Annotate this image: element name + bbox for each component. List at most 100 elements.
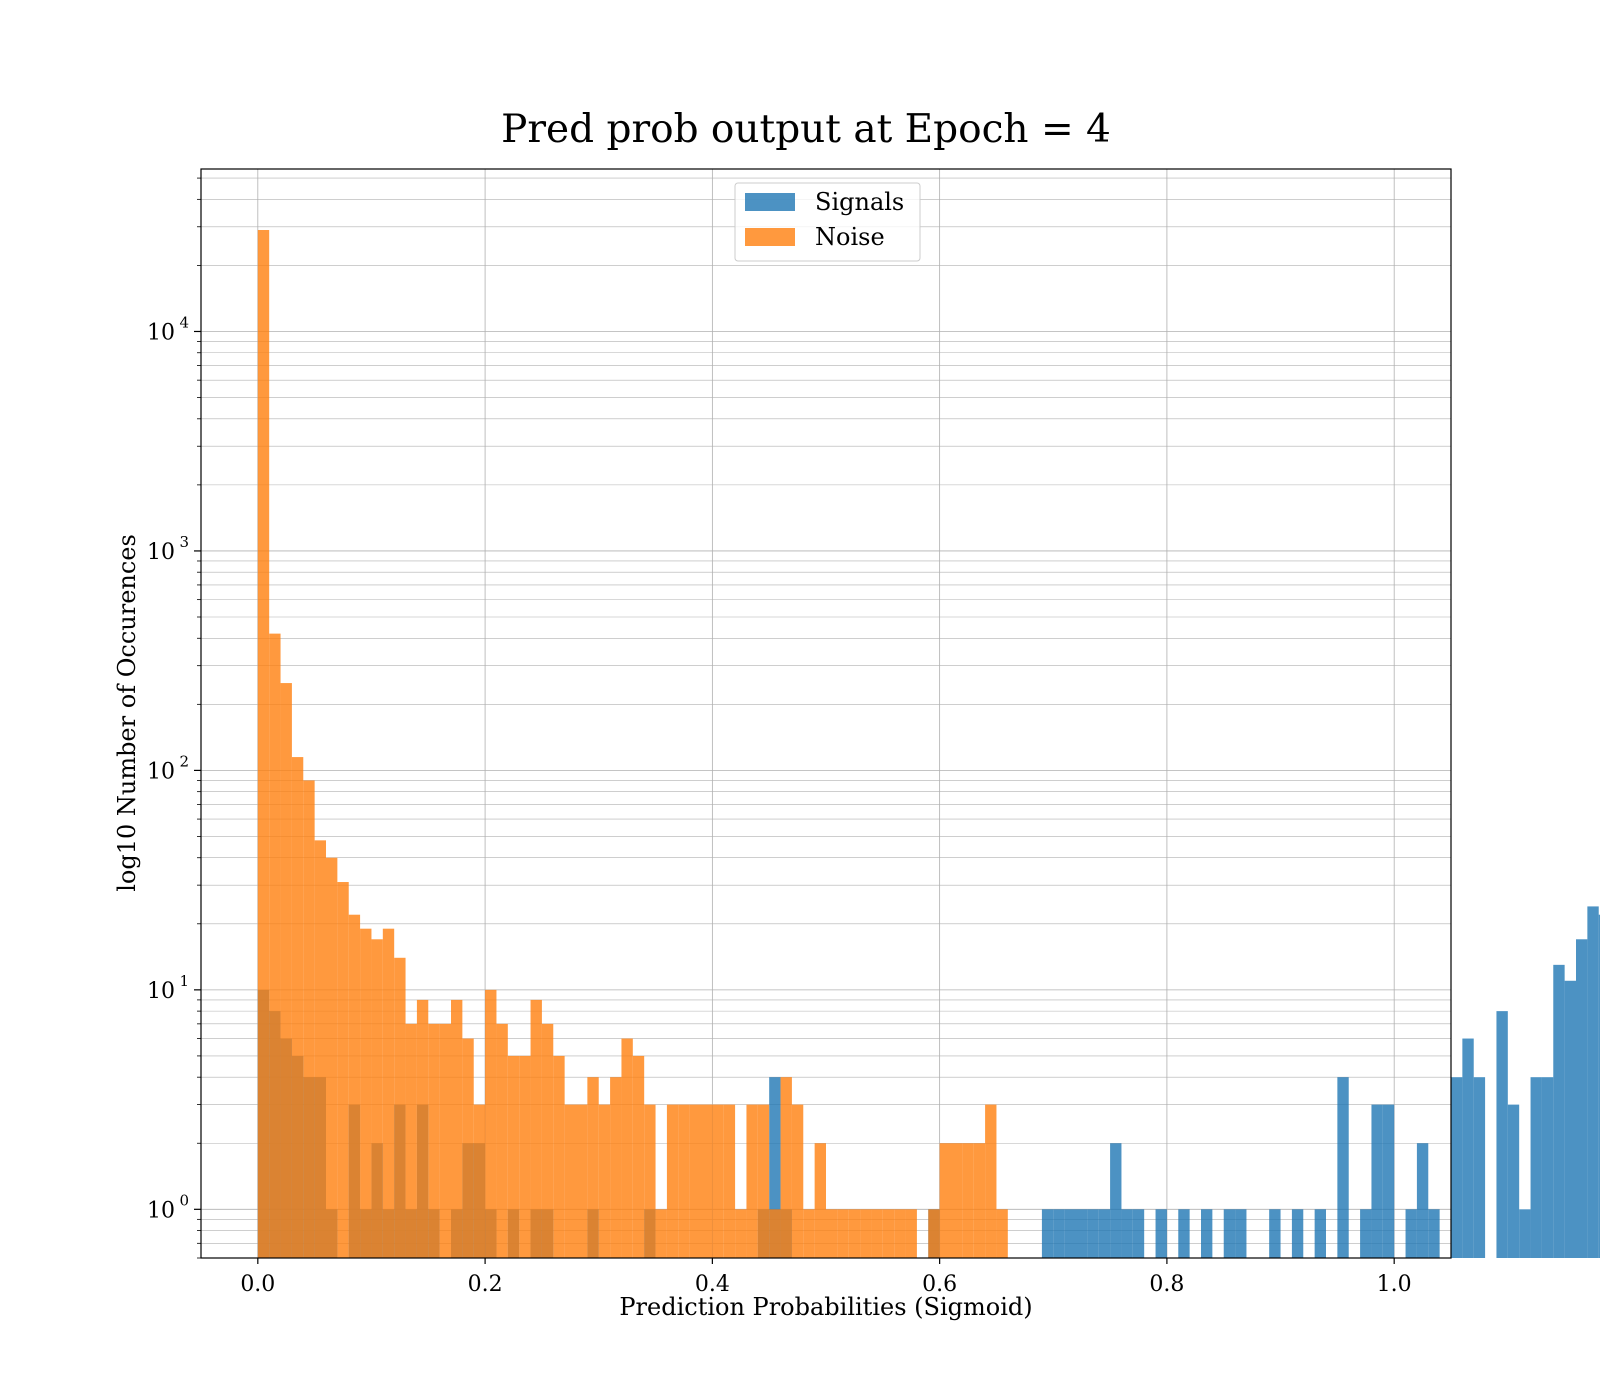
x-tick-label: 0.8	[1149, 1272, 1184, 1297]
bar-signals	[1598, 914, 1600, 1258]
bar-noise	[564, 1104, 576, 1258]
legend: Signals Noise	[734, 182, 921, 262]
bar-noise	[462, 1038, 474, 1258]
bar-noise	[314, 840, 326, 1258]
x-tick-label: 0.0	[240, 1272, 275, 1297]
y-tick-exponent: 1	[179, 972, 189, 990]
x-tick-label: 0.2	[468, 1272, 503, 1297]
bar-signals	[1553, 964, 1565, 1258]
bar-noise	[723, 1104, 736, 1258]
bar-signals	[1473, 1077, 1486, 1258]
bar-noise	[485, 989, 497, 1258]
bar-noise	[519, 1055, 531, 1258]
bar-noise	[973, 1143, 986, 1258]
bar-noise	[803, 1209, 815, 1258]
bar-noise	[655, 1209, 667, 1258]
bar-noise	[439, 1023, 451, 1258]
bar-noise	[962, 1143, 974, 1258]
bar-signals	[1519, 1209, 1531, 1258]
bar-signals	[1371, 1104, 1383, 1258]
bar-noise	[826, 1209, 838, 1258]
bar-noise	[553, 1055, 565, 1258]
bar-noise	[871, 1209, 883, 1258]
legend-label-noise: Noise	[815, 223, 885, 251]
bar-signals	[1405, 1209, 1417, 1258]
bar-noise	[326, 857, 338, 1258]
bar-noise	[428, 1023, 440, 1258]
bar-noise	[701, 1104, 713, 1258]
bar-noise	[291, 757, 304, 1258]
y-tick-exponent: 4	[179, 313, 189, 331]
legend-label-signals: Signals	[815, 188, 904, 216]
bar-noise	[541, 1023, 554, 1258]
bar-noise	[576, 1104, 588, 1258]
y-tick-label: 10	[147, 1198, 175, 1223]
bar-signals	[1564, 980, 1576, 1258]
x-tick-label: 0.6	[922, 1272, 957, 1297]
y-tick-exponent: 2	[179, 752, 189, 770]
bar-noise	[905, 1209, 917, 1258]
bar-noise	[837, 1209, 849, 1258]
plot-frame	[200, 168, 1452, 1259]
y-tick-exponent: 3	[179, 533, 189, 551]
legend-swatch-signals	[745, 193, 795, 211]
bar-signals	[1462, 1038, 1474, 1258]
bar-noise	[371, 939, 383, 1258]
bar-noise	[678, 1104, 690, 1258]
x-axis-ticks: 0.0 0.2 0.4 0.6 0.8 1.0	[240, 1258, 1412, 1297]
bar-noise	[780, 1077, 792, 1258]
bar-noise	[394, 957, 406, 1258]
bar-noise	[848, 1209, 861, 1258]
bar-noise	[269, 633, 281, 1258]
bar-signals	[1121, 1209, 1133, 1258]
bar-signals	[769, 1077, 781, 1258]
x-tick-label: 0.4	[695, 1272, 730, 1297]
bar-signals	[1337, 1077, 1349, 1258]
bar-noise	[405, 1023, 417, 1258]
bar-noise	[757, 1104, 770, 1258]
legend-swatch-noise	[745, 228, 795, 246]
bar-signals	[1530, 1077, 1542, 1258]
bar-noise	[951, 1143, 963, 1258]
bar-noise	[712, 1104, 724, 1258]
bar-noise	[496, 1023, 508, 1258]
bar-noise	[996, 1209, 1008, 1258]
bar-signals	[1576, 939, 1588, 1258]
bar-signals	[1541, 1077, 1554, 1258]
bar-noise	[530, 999, 542, 1258]
bar-signals	[1428, 1209, 1440, 1258]
bar-noise	[985, 1104, 997, 1258]
bar-noise	[451, 999, 463, 1258]
bar-noise	[303, 780, 315, 1258]
bar-noise	[382, 928, 395, 1258]
bar-signals	[1291, 1209, 1304, 1258]
bar-signals	[1314, 1209, 1326, 1258]
bar-noise	[860, 1209, 872, 1258]
bar-signals	[1155, 1209, 1167, 1258]
bar-signals	[1201, 1209, 1213, 1258]
bar-signals	[1507, 1104, 1520, 1258]
bar-signals	[1451, 1077, 1463, 1258]
bar-noise	[689, 1104, 701, 1258]
chart-title: Pred prob output at Epoch = 4	[501, 107, 1111, 152]
bar-signals	[1110, 1143, 1122, 1258]
bar-noise	[587, 1077, 599, 1258]
y-axis-label: log10 Number of Occurences	[113, 534, 141, 892]
bar-noise	[337, 882, 349, 1258]
bar-signals	[1382, 1104, 1395, 1258]
bar-signals	[1587, 906, 1599, 1258]
bar-noise	[746, 1104, 758, 1258]
bar-signals	[1076, 1209, 1088, 1258]
bar-noise	[610, 1077, 622, 1258]
bar-noise	[360, 928, 372, 1258]
y-tick-label: 10	[147, 320, 175, 345]
bar-noise	[894, 1209, 906, 1258]
bar-noise	[621, 1038, 633, 1258]
y-tick-label: 10	[147, 759, 175, 784]
bar-signals	[1053, 1209, 1065, 1258]
y-tick-label: 10	[147, 979, 175, 1004]
bar-noise	[769, 1209, 781, 1258]
y-tick-label: 10	[147, 540, 175, 565]
